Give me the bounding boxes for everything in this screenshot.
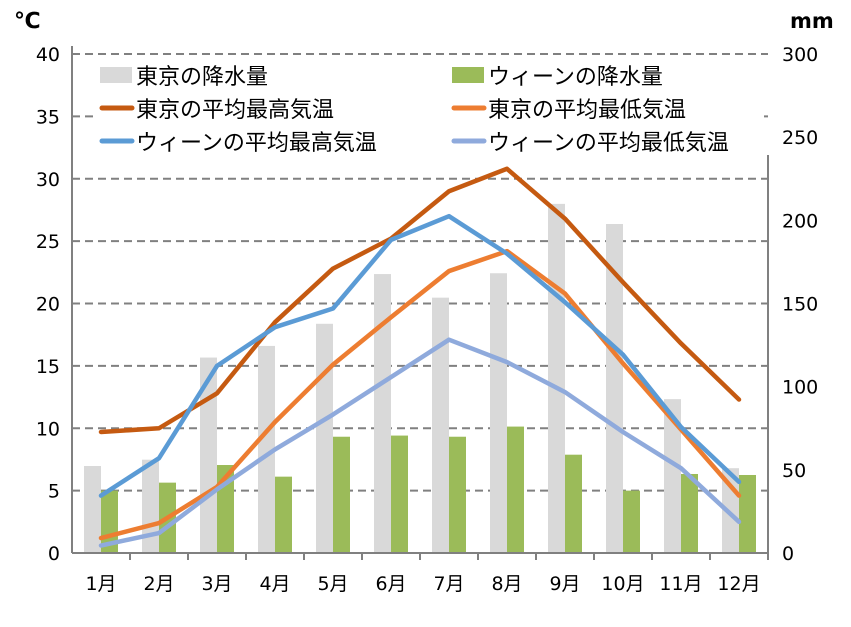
bar-tokyo-precip [84,466,101,553]
legend-label: 東京の平均最高気温 [136,98,334,123]
y-left-tick-label: 35 [36,106,60,128]
legend-label: ウィーンの平均最高気温 [136,131,377,156]
x-tick-label: 7月 [433,573,464,595]
bar-vienna-precip [391,435,408,553]
bar-tokyo-precip [432,297,449,553]
x-tick-label: 12月 [717,573,760,595]
bar-tokyo-precip [374,274,391,553]
lines [98,166,742,548]
x-tick-label: 4月 [259,573,290,595]
bar-vienna-precip [449,436,466,553]
y-left-tick-label: 0 [48,543,60,565]
y-right-tick-label: 250 [782,127,818,149]
bar-vienna-precip [623,490,640,553]
legend-background [96,58,764,158]
y-right-tick-label: 0 [782,543,794,565]
x-tick-label: 8月 [491,573,522,595]
bar-vienna-precip [739,474,756,553]
x-tick-label: 3月 [201,573,232,595]
legend-swatch [100,67,132,83]
bar-tokyo-precip [142,459,159,553]
series-line-4 [98,213,742,498]
bar-vienna-precip [681,473,698,553]
y-left-tick-label: 25 [36,231,60,253]
axes: 0 5 10 15 20 25 30 35 40 0 50 100 150 200 250 300 1月 2月 3月… [36,44,818,595]
bars [84,203,756,553]
bar-vienna-precip [507,426,524,553]
legend-label: ウィーンの平均最低気温 [488,131,729,156]
y-left-unit-label: ℃ [14,9,41,34]
y-right-tick-label: 100 [782,377,818,399]
legend-label: 東京の降水量 [136,65,268,90]
bar-tokyo-precip [200,357,217,553]
legend-label: ウィーンの降水量 [488,65,663,90]
bar-vienna-precip [333,436,350,553]
series-line-2 [98,166,742,435]
x-tick-label: 2月 [143,573,174,595]
y-right-tick-label: 150 [782,294,818,316]
series-line-5 [98,337,742,548]
y-left-tick-label: 20 [36,294,60,316]
y-right-tick-label: 50 [782,460,806,482]
x-tick-label: 5月 [317,573,348,595]
y-left-tick-label: 40 [36,44,60,66]
bar-tokyo-precip [258,345,275,553]
series-line-3 [98,248,742,541]
y-right-tick-label: 300 [782,44,818,66]
y-left-tick-label: 30 [36,169,60,191]
y-right-tick-label: 200 [782,210,818,232]
legend-label: 東京の平均最低気温 [488,98,686,123]
x-tick-label: 6月 [375,573,406,595]
bar-tokyo-precip [548,203,565,553]
bar-tokyo-precip [316,323,333,553]
bar-tokyo-precip [606,223,623,553]
bar-vienna-precip [565,454,582,553]
legend-swatch [452,67,484,83]
y-left-tick-label: 5 [48,481,60,503]
bar-tokyo-precip [490,273,507,553]
y-right-unit-label: mm [790,9,834,33]
x-tick-label: 9月 [549,573,580,595]
x-tick-label: 11月 [659,573,702,595]
y-left-tick-label: 15 [36,356,60,378]
y-left-tick-label: 10 [36,418,60,440]
x-tick-label: 10月 [601,573,644,595]
x-tick-label: 1月 [85,573,116,595]
bar-tokyo-precip [664,399,681,553]
bar-vienna-precip [275,476,292,553]
